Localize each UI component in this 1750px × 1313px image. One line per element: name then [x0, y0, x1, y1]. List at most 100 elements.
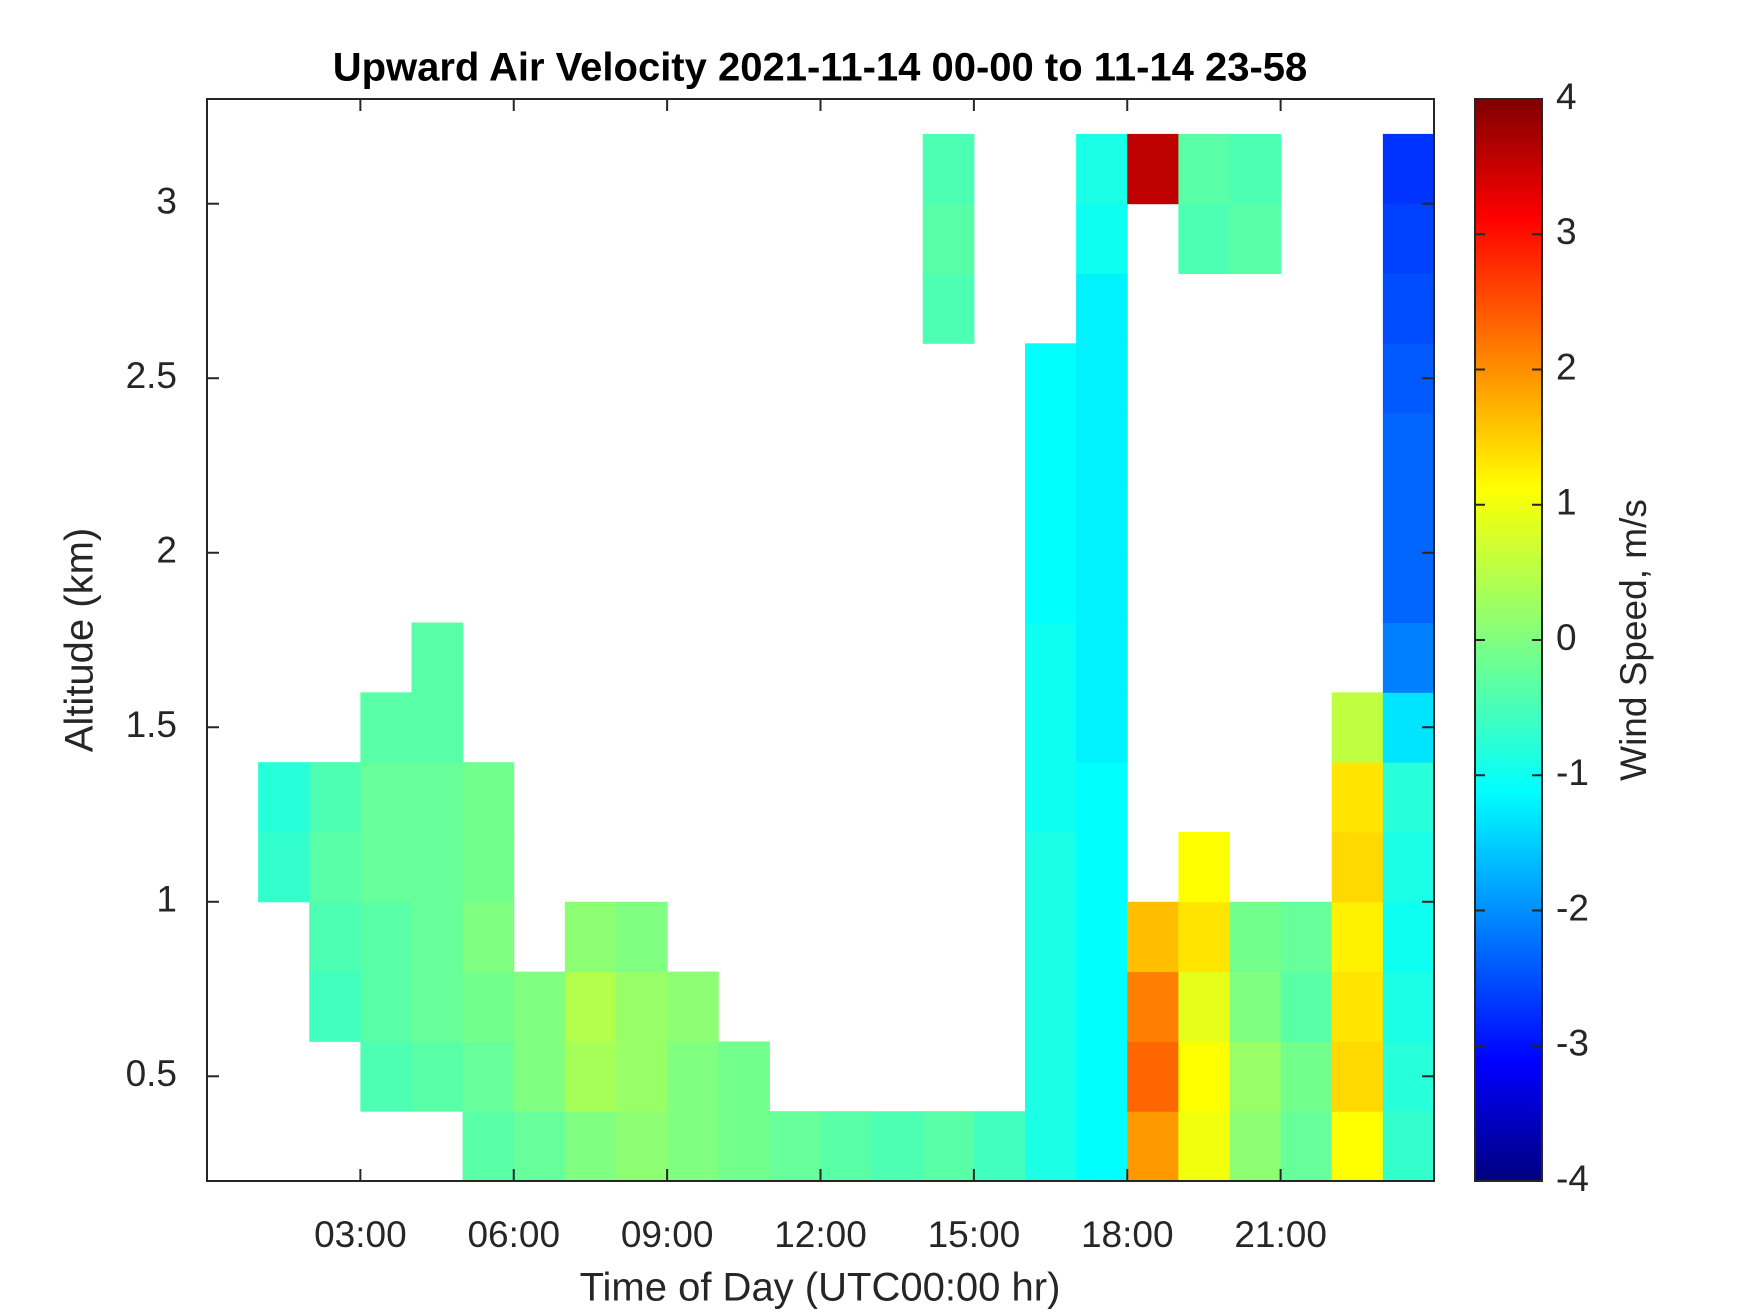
heat-cell — [1127, 1111, 1179, 1182]
heat-cell — [1382, 552, 1435, 624]
x-axis-label: Time of Day (UTC00:00 hr) — [580, 1266, 1061, 1310]
colorbar — [1475, 99, 1542, 1181]
colorbar-tick-label: 3 — [1556, 211, 1577, 252]
heat-cell — [1280, 1111, 1333, 1182]
heat-cell — [1229, 1111, 1282, 1182]
heat-cell — [1178, 1041, 1230, 1112]
y-axis-label: Altitude (km) — [58, 528, 102, 753]
heat-cell — [411, 831, 464, 903]
heat-cell — [1331, 831, 1384, 903]
heat-cell — [1382, 762, 1435, 833]
heat-cell — [1382, 273, 1435, 344]
heat-cell — [411, 692, 464, 763]
heat-cell — [1331, 971, 1384, 1042]
heat-cell — [258, 831, 310, 903]
heat-cell — [1076, 831, 1128, 903]
heat-cell — [360, 831, 412, 903]
colorbar-tick-label: 1 — [1556, 482, 1577, 523]
heat-cell — [1025, 552, 1077, 624]
heat-cell — [411, 901, 464, 973]
heat-cell — [1178, 203, 1230, 275]
heat-cell — [1025, 413, 1077, 484]
heat-cell — [1331, 1041, 1384, 1112]
heat-cell — [616, 1111, 668, 1182]
heat-cell — [616, 1041, 668, 1112]
heat-cell — [1076, 901, 1128, 973]
colorbar-tick-label: -2 — [1556, 887, 1589, 928]
heat-cell — [462, 901, 515, 973]
heat-cell — [718, 1041, 770, 1112]
heat-cell — [922, 273, 975, 344]
heat-cell — [1025, 692, 1077, 763]
heat-cell — [462, 1111, 515, 1182]
heat-cell — [513, 1111, 566, 1182]
heat-cell — [1331, 692, 1384, 763]
heat-cell — [1025, 622, 1077, 693]
heat-cell — [1025, 901, 1077, 973]
heat-cell — [1178, 901, 1230, 973]
heat-cell — [564, 901, 617, 973]
heat-cell — [1382, 482, 1435, 554]
heat-cell — [667, 1041, 719, 1112]
heat-cell — [1382, 1111, 1435, 1182]
heat-cell — [1382, 971, 1435, 1042]
heat-cell — [1076, 971, 1128, 1042]
heat-cell — [1382, 831, 1435, 903]
heat-cell — [1076, 552, 1128, 624]
heat-cell — [1229, 1041, 1282, 1112]
heat-cell — [1280, 971, 1333, 1042]
x-tick-label: 21:00 — [1234, 1214, 1327, 1255]
heat-cell — [1229, 203, 1282, 275]
heat-cell — [1280, 1041, 1333, 1112]
heat-cell — [1331, 901, 1384, 973]
colorbar-tick-label: -4 — [1556, 1158, 1589, 1199]
heat-cell — [1025, 1041, 1077, 1112]
heat-cell — [769, 1111, 821, 1182]
heat-cell — [1331, 762, 1384, 833]
colorbar-tick-label: 2 — [1556, 346, 1577, 387]
y-tick-label: 1 — [156, 879, 177, 920]
heat-cell — [1178, 133, 1230, 205]
y-tick-label: 2.5 — [126, 355, 177, 396]
heat-cell — [462, 831, 515, 903]
heat-cell — [1178, 971, 1230, 1042]
colorbar-tick-label: 0 — [1556, 617, 1577, 658]
heat-cell — [820, 1111, 873, 1182]
y-tick-label: 2 — [156, 530, 177, 571]
heat-cell — [1229, 901, 1282, 973]
x-tick-label: 12:00 — [774, 1214, 867, 1255]
heat-cell — [360, 762, 412, 833]
heat-cell — [1229, 971, 1282, 1042]
heat-cell — [1025, 482, 1077, 554]
y-tick-label: 3 — [156, 180, 177, 221]
heat-cell — [1076, 273, 1128, 344]
heat-cell — [1178, 1111, 1230, 1182]
heat-cell — [411, 1041, 464, 1112]
heat-cell — [1178, 831, 1230, 903]
heat-cell — [411, 971, 464, 1042]
heat-cell — [513, 1041, 566, 1112]
heat-cell — [360, 971, 412, 1042]
heat-cell — [564, 1111, 617, 1182]
heat-cell — [1076, 1111, 1128, 1182]
heat-cell — [922, 133, 975, 205]
x-tick-label: 18:00 — [1081, 1214, 1174, 1255]
heat-cell — [616, 901, 668, 973]
heat-cell — [1076, 413, 1128, 484]
heat-cell — [667, 971, 719, 1042]
colorbar-tick-label: -3 — [1556, 1023, 1589, 1064]
heat-cell — [973, 1111, 1026, 1182]
chart-title: Upward Air Velocity 2021-11-14 00-00 to … — [333, 46, 1308, 90]
heat-cell — [616, 971, 668, 1042]
heat-cell — [1025, 971, 1077, 1042]
heat-cell — [1127, 901, 1179, 973]
y-tick-label: 0.5 — [126, 1053, 177, 1094]
heat-cell — [258, 762, 310, 833]
heat-cell — [1076, 203, 1128, 275]
heat-cell — [1382, 622, 1435, 693]
heat-cell — [1076, 482, 1128, 554]
heat-cell — [1025, 831, 1077, 903]
y-tick-label: 1.5 — [126, 704, 177, 745]
heat-cell — [309, 901, 361, 973]
